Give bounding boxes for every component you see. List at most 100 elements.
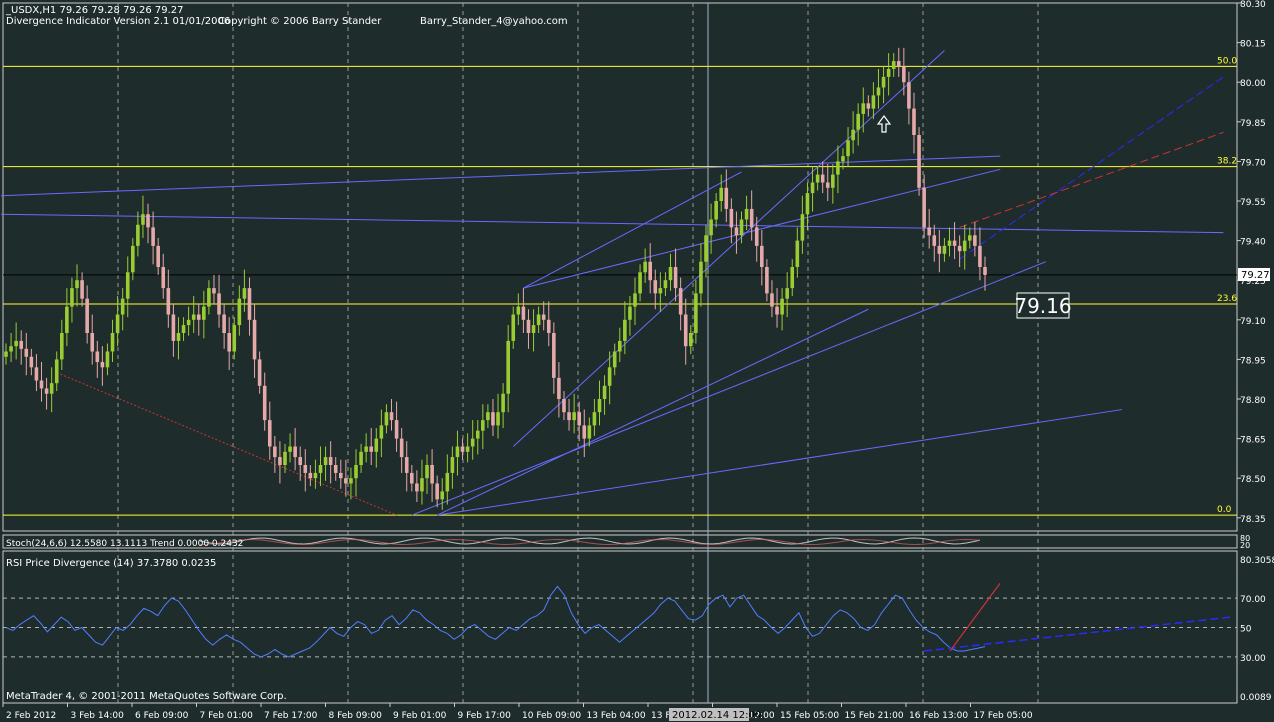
footer-copyright: MetaTrader 4, © 2001-2011 MetaQuotes Sof… (6, 691, 287, 702)
candle-body (896, 61, 901, 67)
candle-body (526, 319, 531, 333)
candle-body (962, 240, 967, 252)
candle-body (120, 298, 125, 315)
candle-body (404, 457, 409, 473)
candle-body (298, 457, 303, 465)
email-text: Barry_Stander_4@yahoo.com (420, 16, 568, 27)
divergence-line (959, 131, 1224, 228)
rsi-label: RSI Price Divergence (14) 37.3780 0.0235 (6, 558, 216, 569)
rsi-tick-label: 70.00 (1240, 595, 1266, 605)
candle-body (836, 161, 840, 175)
candle-body (658, 288, 663, 294)
candle-body (54, 359, 59, 384)
candle-body (597, 399, 602, 413)
candle-body (714, 201, 718, 220)
candle-body (125, 272, 130, 299)
candle-body (171, 314, 176, 341)
candle-body (516, 306, 521, 315)
candle-body (760, 245, 764, 267)
candle-body (105, 351, 110, 368)
time-tick-label: 2 Feb 2012 (6, 711, 56, 721)
candle-body (567, 412, 571, 421)
candle-body (410, 472, 414, 484)
candle-body (257, 359, 262, 386)
candle-body (364, 446, 368, 452)
time-tick-label: 7 Feb 17:00 (264, 711, 318, 721)
candle-body (242, 288, 247, 299)
candle-body (947, 240, 952, 246)
candle-body (846, 140, 850, 157)
candle-body (181, 325, 186, 333)
candle-body (957, 245, 962, 252)
candle-body (19, 340, 24, 349)
candle-body (425, 465, 429, 479)
candle-body (643, 261, 647, 273)
candle-body (232, 325, 237, 352)
candle-body (430, 465, 434, 484)
candle-body (115, 314, 120, 333)
candle-body (217, 293, 221, 315)
price-annotation: 79.16 (1014, 294, 1071, 318)
price-tick-label: 78.80 (1240, 396, 1266, 406)
candle-body (927, 227, 932, 236)
candle-body (917, 135, 921, 188)
price-tick-label: 79.25 (1240, 277, 1266, 287)
candle-body (942, 245, 947, 254)
candle-body (65, 306, 69, 333)
candle-body (247, 288, 252, 320)
candle-body (470, 438, 475, 447)
candle-body (323, 457, 328, 465)
candle-body (552, 333, 556, 378)
candle-body (288, 446, 292, 452)
candle-body (389, 412, 394, 421)
current-price-marker (1238, 268, 1270, 281)
price-axis: 80.30 80.15 80.00 79.85 79.70 79.55 79.40 79.25… (1237, 0, 1266, 525)
candle-body (638, 272, 642, 294)
candle-body (775, 306, 779, 315)
candle-body (881, 76, 886, 88)
candle-body (207, 288, 211, 307)
candle-body (161, 267, 166, 289)
candle-body (196, 314, 201, 320)
candle-body (719, 187, 724, 201)
candle-body (394, 420, 399, 439)
time-tick-label: 7 Feb 01:00 (200, 711, 254, 721)
candle-body (795, 240, 800, 267)
candle-body (384, 412, 389, 426)
candle-body (70, 288, 74, 307)
candle-body (328, 457, 333, 465)
candle-body (349, 478, 353, 484)
price-tick-label: 79.10 (1240, 317, 1266, 327)
trend-lines (0, 50, 1224, 516)
price-annotation-box (1016, 292, 1070, 319)
candle-body (338, 472, 343, 479)
price-tick-label: 80.30 (1240, 0, 1266, 10)
candle-body (886, 69, 891, 77)
candle-body (313, 472, 318, 479)
candle-body (856, 113, 860, 130)
candle-body (227, 333, 231, 352)
candle-body (191, 314, 196, 320)
candle-body (871, 95, 876, 109)
candle-body (4, 351, 8, 357)
rsi-tick-label: 30.00 (1240, 654, 1266, 664)
candle-body (688, 333, 693, 347)
fib-level-label: 50.0 (1217, 56, 1237, 66)
trend-line (0, 213, 1224, 234)
candle-body (562, 399, 566, 413)
price-tick-label: 80.00 (1240, 79, 1266, 89)
candle-body (293, 446, 297, 458)
candle-body (592, 412, 597, 426)
candle-body (506, 340, 510, 394)
candle-body (9, 346, 13, 352)
candle-body (704, 235, 708, 262)
rsi-top-label: 80.3058 (1240, 556, 1274, 566)
trend-line (0, 155, 1001, 197)
rsi-divergence-line (923, 616, 1231, 652)
candle-body (501, 393, 505, 413)
candle-body (770, 293, 774, 307)
candle-body (278, 457, 282, 465)
candle-body (967, 235, 972, 241)
